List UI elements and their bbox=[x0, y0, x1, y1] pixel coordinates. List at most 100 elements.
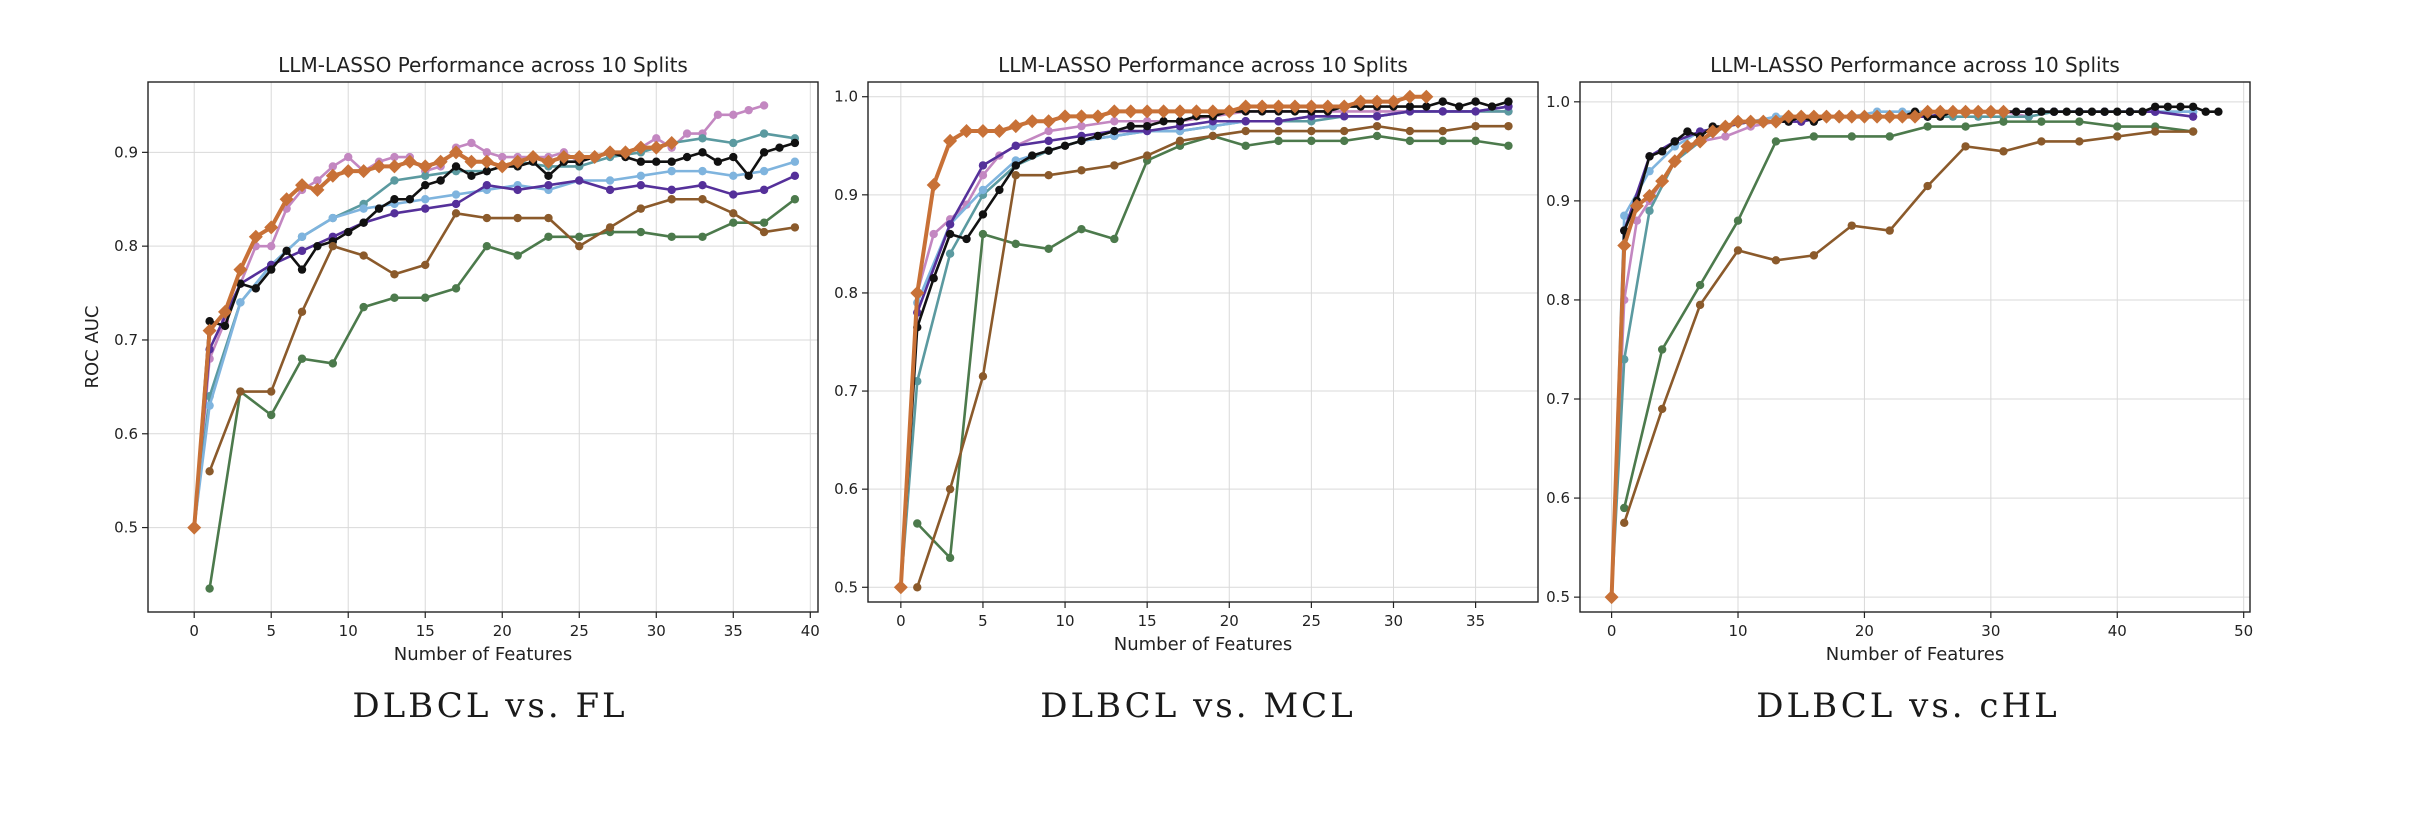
data-point-darkgreen bbox=[544, 232, 553, 241]
data-point-orange bbox=[1971, 104, 1986, 119]
data-point-black bbox=[251, 284, 261, 293]
plot-frame bbox=[147, 81, 819, 613]
data-point-darkgreen bbox=[1110, 234, 1119, 244]
data-point-orange bbox=[1205, 104, 1220, 119]
x-tick-label: 0 bbox=[1607, 622, 1617, 640]
data-point-lightblue bbox=[328, 213, 338, 223]
data-point-orange bbox=[1074, 109, 1089, 124]
data-point-black bbox=[1405, 102, 1415, 111]
data-point-black bbox=[436, 176, 445, 185]
data-point-orange bbox=[1794, 109, 1809, 124]
x-tick-label: 0 bbox=[896, 612, 906, 630]
x-tick-label: 15 bbox=[416, 622, 435, 640]
y-tick-label: 0.5 bbox=[1546, 588, 1570, 606]
data-point-lightblue bbox=[205, 401, 214, 410]
data-point-orange bbox=[1041, 114, 1056, 129]
series-line-black bbox=[192, 141, 796, 528]
data-point-brown bbox=[1923, 181, 1932, 191]
chart-panel-2: 0 5 10 15 20 25 30 35 0.5 0.6 0.7 0.8 0.9 1.0 LLM-LASS… bbox=[834, 53, 1539, 655]
data-point-brown bbox=[605, 223, 615, 232]
data-point-orange bbox=[1756, 114, 1771, 129]
data-point-purple bbox=[544, 180, 553, 190]
data-point-black bbox=[2024, 107, 2033, 116]
data-point-black bbox=[544, 171, 553, 181]
caption-mcl: DLBCL vs. MCL bbox=[1040, 686, 1356, 726]
y-tick-label: 1.0 bbox=[834, 88, 858, 106]
data-point-darkgreen bbox=[513, 251, 522, 260]
data-point-darkgreen bbox=[1771, 137, 1781, 146]
y-tick-label: 0.5 bbox=[834, 578, 858, 596]
data-point-orange bbox=[433, 154, 448, 169]
data-point-purple bbox=[978, 161, 988, 170]
data-point-orange bbox=[479, 154, 494, 169]
data-point-black bbox=[1028, 151, 1037, 160]
data-point-black bbox=[2049, 107, 2059, 116]
data-point-orange bbox=[1123, 104, 1138, 119]
data-point-brown bbox=[945, 484, 955, 494]
data-point-black bbox=[995, 185, 1004, 195]
data-point-black bbox=[220, 321, 230, 331]
x-tick-label: 20 bbox=[1220, 612, 1239, 630]
x-tick-label: 10 bbox=[1728, 622, 1747, 640]
data-point-black bbox=[962, 234, 971, 244]
data-point-orange bbox=[1617, 238, 1632, 253]
series-line-orange bbox=[192, 141, 673, 528]
data-point-darkgreen bbox=[2113, 122, 2122, 131]
data-point-pink bbox=[682, 129, 692, 138]
data-point-pink bbox=[1044, 126, 1053, 136]
data-point-pink bbox=[713, 110, 723, 120]
data-point-brown bbox=[667, 195, 676, 204]
data-point-brown bbox=[1438, 126, 1447, 136]
data-point-purple bbox=[1011, 141, 1020, 150]
data-point-orange bbox=[1337, 99, 1352, 114]
data-point-black bbox=[2100, 107, 2109, 116]
data-point-darkgreen bbox=[297, 354, 307, 363]
x-tick-label: 40 bbox=[801, 622, 820, 640]
data-point-orange bbox=[1743, 114, 1758, 129]
data-point-black bbox=[2201, 107, 2210, 116]
data-point-purple bbox=[667, 185, 676, 195]
data-point-brown bbox=[1307, 126, 1316, 136]
data-point-orange bbox=[1983, 104, 1998, 119]
x-tick-label: 30 bbox=[647, 622, 666, 640]
data-point-black bbox=[729, 152, 738, 162]
data-point-black bbox=[1683, 127, 1692, 136]
data-point-purple bbox=[1274, 117, 1283, 126]
data-point-pink bbox=[482, 148, 492, 157]
data-point-pink bbox=[390, 152, 399, 162]
data-point-darkgreen bbox=[390, 293, 399, 302]
data-point-black bbox=[421, 180, 430, 190]
data-point-orange bbox=[1693, 134, 1708, 149]
data-point-black bbox=[1645, 152, 1654, 161]
data-point-lightblue bbox=[698, 166, 707, 176]
data-point-black bbox=[713, 157, 723, 166]
data-point-brown bbox=[482, 213, 492, 223]
data-point-darkgreen bbox=[451, 284, 461, 293]
x-tick-label: 25 bbox=[1302, 612, 1321, 630]
x-tick-label: 25 bbox=[570, 622, 589, 640]
data-point-black bbox=[652, 157, 661, 166]
data-point-orange bbox=[464, 154, 479, 169]
x-tick-label: 30 bbox=[1384, 612, 1403, 630]
data-point-black bbox=[451, 162, 461, 171]
data-point-black bbox=[1044, 146, 1053, 155]
data-point-orange bbox=[1370, 94, 1385, 109]
data-point-orange bbox=[1655, 174, 1670, 189]
data-point-brown bbox=[1274, 126, 1283, 136]
data-point-black bbox=[667, 157, 676, 166]
data-point-brown bbox=[1620, 518, 1629, 528]
data-point-black bbox=[2125, 107, 2135, 116]
data-point-purple bbox=[390, 209, 399, 218]
data-point-purple bbox=[1372, 112, 1382, 121]
data-point-teal bbox=[945, 249, 955, 258]
data-point-black bbox=[2188, 102, 2198, 111]
data-point-orange bbox=[1629, 198, 1644, 213]
series-line-brown bbox=[208, 197, 796, 472]
series-line-black bbox=[899, 100, 1509, 588]
series-line-orange bbox=[1609, 109, 2004, 598]
data-point-darkgreen bbox=[267, 410, 276, 420]
y-tick-label: 1.0 bbox=[1546, 93, 1570, 111]
data-point-darkgreen bbox=[1999, 117, 2008, 126]
data-point-orange bbox=[526, 150, 541, 165]
data-point-black bbox=[297, 265, 307, 274]
